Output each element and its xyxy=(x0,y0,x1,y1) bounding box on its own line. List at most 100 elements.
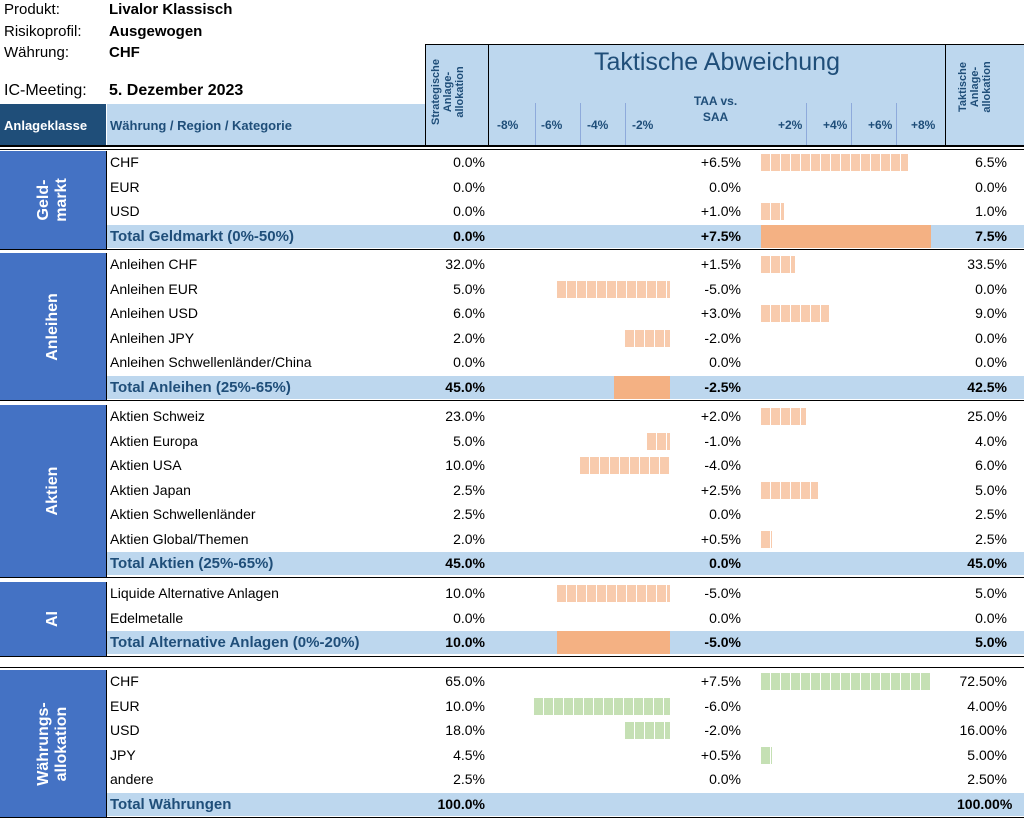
saa-value: 18.0% xyxy=(445,722,485,738)
diff-value: -2.0% xyxy=(704,722,741,738)
row-name: Edelmetalle xyxy=(110,609,184,626)
section-left-rule xyxy=(106,405,107,577)
header-taa-text: Taktische Anlage-allokation xyxy=(957,61,993,113)
table-row: USD 18.0% -2.0% 16.00% xyxy=(107,719,1024,742)
row-name: EUR xyxy=(110,697,140,714)
diff-value: 0.0% xyxy=(709,354,741,370)
header-anlageklasse-text: Anlageklasse xyxy=(4,118,88,133)
taa-value: 5.0% xyxy=(975,585,1007,601)
section-label-line: AI xyxy=(44,610,61,627)
diff-value: +6.5% xyxy=(700,154,741,170)
table-row: CHF 65.0% +7.5% 72.50% xyxy=(107,670,1024,693)
saa-value: 0.0% xyxy=(453,203,485,219)
saa-value: 2.5% xyxy=(453,481,485,498)
total-row: Total Geldmarkt (0%-50%) 0.0% +7.5% 7.5% xyxy=(107,224,1024,248)
taa-value: 100.00% xyxy=(957,795,1013,812)
saa-value: 0.0% xyxy=(453,178,485,195)
tick-sep xyxy=(535,103,536,145)
section-label-box xyxy=(0,151,106,249)
diff-value: +1.5% xyxy=(700,256,741,272)
table-row: Aktien Europa 5.0% -1.0% 4.0% xyxy=(107,430,1024,453)
diff-value: 0.0% xyxy=(709,609,741,626)
taa-value: 0.0% xyxy=(975,609,1007,626)
saa-value: 0.0% xyxy=(453,354,485,370)
total-row: Total Währungen 100.0% 100.00% xyxy=(107,792,1024,816)
section-label: Anleihen xyxy=(44,267,62,387)
diff-value: -2.0% xyxy=(704,329,741,346)
section-label-line: Geld- xyxy=(35,179,52,221)
diff-value: -5.0% xyxy=(704,585,741,601)
bar-negative xyxy=(624,722,670,739)
section-bottom-rule xyxy=(0,400,1024,401)
table-row: Aktien Schweiz 23.0% +2.0% 25.0% xyxy=(107,405,1024,428)
table-row: Anleihen JPY 2.0% -2.0% 0.0% xyxy=(107,327,1024,350)
header-vrule xyxy=(488,44,489,146)
tick-neg-6: -6% xyxy=(541,118,563,132)
header-bottom-rule xyxy=(0,145,1024,147)
taa-value: 7.5% xyxy=(975,227,1007,244)
header-taa-vs-text: TAA vs. SAA xyxy=(693,94,738,124)
row-name: Anleihen CHF xyxy=(110,256,198,272)
risikoprofil-label: Risikoprofil: xyxy=(4,23,82,40)
tick-pos-8: +8% xyxy=(911,118,936,132)
taa-value: 5.0% xyxy=(975,481,1007,498)
taa-value: 0.0% xyxy=(975,354,1007,370)
ic-meeting-value: 5. Dezember 2023 xyxy=(109,82,244,99)
bar-positive xyxy=(761,256,795,273)
produkt-label: Produkt: xyxy=(4,1,60,18)
section-left-rule xyxy=(106,582,107,656)
table-row: CHF 0.0% +6.5% 6.5% xyxy=(107,151,1024,174)
bar-positive xyxy=(761,746,773,764)
bar-positive xyxy=(761,203,784,220)
tick-sep xyxy=(625,103,626,145)
section-label: Geld-markt xyxy=(35,140,71,260)
saa-value: 23.0% xyxy=(445,408,485,424)
saa-value: 0.0% xyxy=(453,609,485,626)
ticks-neg-bg xyxy=(489,103,670,145)
header-taa-vs-box xyxy=(670,80,761,145)
header-anlageklasse xyxy=(0,104,106,145)
header-saa-text: Strategische Anlage-allokation xyxy=(430,58,466,126)
tick-neg-2: -2% xyxy=(632,118,654,132)
bar-positive xyxy=(761,154,908,171)
taa-value: 16.00% xyxy=(959,722,1007,738)
saa-value: 0.0% xyxy=(453,154,485,170)
diff-value xyxy=(687,793,741,816)
saa-value: 10.0% xyxy=(445,457,485,473)
bar-positive xyxy=(761,224,931,248)
saa-value: 6.0% xyxy=(453,305,485,321)
row-name: USD xyxy=(110,722,140,738)
bar-positive xyxy=(761,305,829,322)
table-row: Aktien Global/Themen 2.0% +0.5% 2.5% xyxy=(107,528,1024,551)
header-vrule xyxy=(425,44,426,146)
bar-negative xyxy=(647,432,670,450)
taa-value: 9.0% xyxy=(975,305,1007,321)
header-kategorie-text: Währung / Region / Kategorie xyxy=(110,118,293,133)
table-row: Aktien Japan 2.5% +2.5% 5.0% xyxy=(107,479,1024,502)
header-bottom-rule-2 xyxy=(0,149,1024,150)
bar-positive xyxy=(761,408,807,425)
table-row: USD 0.0% +1.0% 1.0% xyxy=(107,200,1024,223)
row-name: Total Aktien (25%-65%) xyxy=(110,555,274,572)
section-label-line: Aktien xyxy=(44,466,61,516)
saa-value: 2.5% xyxy=(453,771,485,787)
diff-value: -4.0% xyxy=(704,457,741,473)
ic-meeting-label: IC-Meeting: xyxy=(4,82,87,99)
section-label: Aktien xyxy=(44,431,62,551)
bar-negative xyxy=(534,697,670,715)
tick-sep xyxy=(580,103,581,145)
taa-value: 4.0% xyxy=(975,432,1007,449)
row-name: CHF xyxy=(110,673,139,689)
tick-neg-4: -4% xyxy=(587,118,609,132)
section-bottom-rule xyxy=(0,817,1024,818)
row-name: Aktien Global/Themen xyxy=(110,530,249,547)
header-saa xyxy=(426,45,488,145)
row-name: Total Alternative Anlagen (0%-20%) xyxy=(110,634,360,651)
table-row: Anleihen EUR 5.0% -5.0% 0.0% xyxy=(107,278,1024,301)
saa-value: 45.0% xyxy=(445,555,485,571)
saa-value: 10.0% xyxy=(445,634,485,650)
row-name: andere xyxy=(110,771,154,787)
diff-value: +7.5% xyxy=(700,227,741,244)
bar-negative xyxy=(557,585,670,602)
saa-value: 2.0% xyxy=(453,530,485,547)
